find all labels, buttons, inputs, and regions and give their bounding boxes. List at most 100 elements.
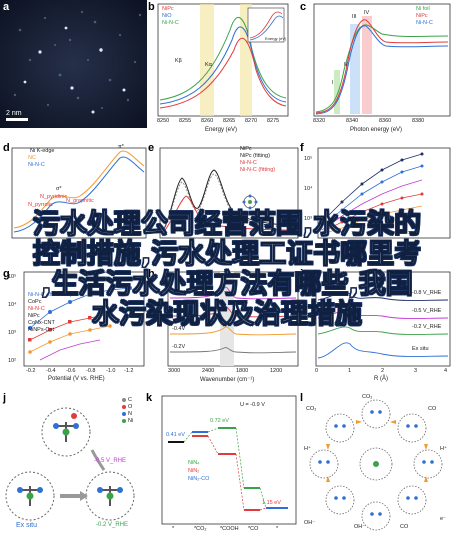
overlay-text-line-2: 控制措施,污水处理工证书哪里考 [32,239,422,270]
voltage-j-1: -0.2 V_RHE [96,522,129,528]
panel-label-d: d [3,142,10,154]
species-l-7: CO [400,524,409,530]
xlabel-b: Energy (eV) [205,127,238,133]
potential-i-0: -0.8 V_RHE [412,290,442,296]
potential-h-0: -0.8V [172,290,186,296]
xtick-h-2: 1800 [236,368,249,374]
ftir-chart-h [167,271,299,367]
annot-d-4: N_graphitic [66,198,94,204]
ytick-f-0: 10⁵ [304,156,313,162]
panel-label-h: h [148,268,155,280]
xlabel-h: Wavenumber (cm⁻¹) [200,377,255,383]
panel-a: a 2 nm [0,0,147,128]
reaction-cycle-l [309,399,443,531]
xtick-k-1: *CO₂ [194,526,207,532]
ytick-f-2: 10³ [304,216,312,222]
panel-f: f 10⁵ 10⁴ 10³ [300,142,454,242]
legend-j-3: Ni [128,418,134,424]
peak-c-0: I [332,80,334,86]
panel-j: j C O N Ni Ex situ -0.5 V_RHE -0.2 V_RHE [0,392,146,537]
panel-e: e NiPc NiPc (fitting) Ni-N-C Ni-N-C (fit… [148,142,302,242]
panel-label-c: c [300,1,307,13]
xtick-i-2: 2 [381,368,385,374]
tof-chart-g [23,271,145,367]
overlay-text-line-4: 水污染现状及治理措施 [92,299,363,330]
panel-label-j: j [3,392,7,404]
legend-c-1: NiPc [416,13,428,19]
stem-image [0,0,147,128]
ytick-g-1: 10⁴ [8,302,17,308]
scale-bar-label: 2 nm [6,110,22,117]
legend-d-0: NC [28,155,36,161]
potential-h-2: -0.4V [172,326,186,332]
xtick-h-1: 2400 [202,368,215,374]
ytick-g-3: 10² [8,358,16,364]
species-l-8: e⁻ [440,516,446,522]
structure-diagram-j [5,398,135,521]
panel-k: k U = -0.9 V 0.72 eV 0.41 eV 1.15 eV NiN… [146,392,300,537]
exafs-chart-e [159,147,299,239]
annot-d-0: π* [118,144,124,150]
ex-situ-label: Ex situ [16,522,38,529]
peak-c-1: II [344,62,348,68]
energy-diagram-k [161,395,297,525]
legend-g-2: Ni-N-C [28,306,45,312]
value-k-1: 0.41 eV [166,432,185,438]
legend-c-2: Ni-N-C [416,20,433,26]
title-d: Ni K-edge [30,148,55,154]
annot-d-1: σ* [56,186,62,192]
xanes-chart-c [313,3,451,117]
legend-e-1: NiPc (fitting) [240,153,270,159]
voltage-j-0: -0.5 V_RHE [94,458,127,464]
xtick-k-3: *CO [248,526,259,532]
exafs-chart-i [315,271,451,367]
inset-xlabel-b: Energy (eV) [265,36,287,41]
species-l-3: H⁺ [304,446,311,452]
panel-label-a: a [3,1,10,13]
annot-kb: Kβ [175,58,182,64]
xtick-k-2: *COOH [220,526,239,532]
value-k-2: 1.15 eV [262,500,281,506]
species-l-6: OH⁻ [354,524,366,530]
xtick-h-3: 1200 [270,368,283,374]
xlabel-i: R (Å) [374,376,388,382]
xtick-i-1: 1 [348,368,352,374]
nexafs-chart-d [11,147,147,239]
legend-g-5: NiNPs-Cnt [28,327,54,333]
panel-label-k: k [146,392,153,404]
panel-h: h -0.8V -0.6V -0.4V -0.2V 3000 2400 1800… [148,268,302,388]
panel-label-e: e [148,142,155,154]
peak-c-2: III [352,14,357,20]
legend-g-1: CoPc [28,299,42,305]
tof-chart-f [317,147,451,239]
ytick-g-0: 10⁵ [8,274,17,280]
xtick-i-4: 4 [444,368,448,374]
xlabel-g: Potential (V vs. RHE) [48,376,105,382]
xtick-g-3: -0.8 [86,368,96,374]
tick-c-3: 8380 [412,118,425,124]
xanes-chart-b [157,3,289,117]
legend-j-2: N [128,411,132,417]
xtick-h-0: 3000 [168,368,181,374]
panel-i: i -0.8 V_RHE -0.5 V_RHE -0.2 V_RHE Ex si… [300,268,454,388]
panel-label-b: b [148,1,155,13]
legend-e-3: Ni-N-C (fitting) [240,167,276,173]
xtick-g-0: -0.2 [26,368,36,374]
potential-i-2: -0.2 V_RHE [412,324,442,330]
u-label: U = -0.9 V [240,402,265,408]
species-l-1: CO₂ [362,394,373,400]
tick-c-1: 8340 [346,118,359,124]
potential-h-3: -0.2V [172,344,186,350]
xtick-g-1: -0.4 [46,368,56,374]
legend-g-0: Ni-N-C (this work) [28,292,72,298]
legend-b-2: Ni-N-C [162,20,179,26]
tick-b-4: 8270 [245,118,258,124]
legend-j-1: O [128,404,133,410]
xtick-k-4: * [276,526,279,532]
legend-k-2: NiN₂-CO [188,476,210,482]
annot-ka: Kα [205,62,212,68]
xlabel-c: Photon energy (eV) [350,127,403,133]
tick-c-0: 8320 [313,118,326,124]
xtick-k-0: * [172,526,175,532]
panel-c: c Ni foil NiPc Ni-N-C I II III IV 8320 8… [300,0,454,140]
